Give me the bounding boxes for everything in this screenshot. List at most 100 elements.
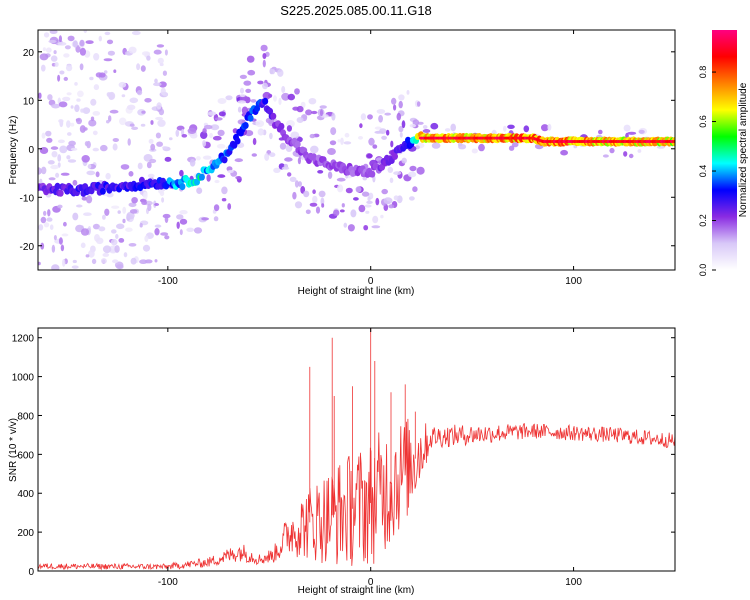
heatmap-cell (45, 130, 52, 137)
heatmap-cell (315, 206, 321, 214)
heatmap-cell (317, 170, 324, 174)
heatmap-cell (43, 210, 47, 216)
heatmap-cell (164, 235, 170, 240)
heatmap-cell (431, 142, 441, 149)
heatmap-cell (51, 103, 60, 109)
heatmap-cell (158, 81, 167, 88)
heatmap-cell (70, 147, 78, 151)
heatmap-cell (379, 128, 387, 135)
heatmap-cell (547, 123, 552, 131)
heatmap-cell (72, 259, 77, 264)
heatmap-cell (303, 190, 310, 198)
heatmap-cell (70, 105, 74, 109)
heatmap-cell (216, 143, 226, 149)
y-tick-label: 600 (17, 450, 34, 461)
heatmap-cell (131, 126, 139, 130)
heatmap-cell (225, 95, 233, 101)
y-tick-label: 10 (23, 96, 35, 107)
heatmap-cell (450, 123, 457, 132)
heatmap-cell (327, 148, 336, 155)
heatmap-cell (142, 244, 151, 252)
heatmap-cell (40, 242, 45, 250)
heatmap-cell (193, 227, 203, 234)
heatmap-cell (99, 187, 106, 195)
heatmap-cell (103, 58, 113, 62)
heatmap-cell (393, 104, 397, 111)
heatmap-cell (81, 155, 90, 163)
heatmap-cell (257, 80, 264, 85)
heatmap-cell (123, 252, 128, 258)
heatmap-cell (217, 98, 227, 104)
heatmap-cell (337, 184, 344, 193)
heatmap-cell (147, 203, 152, 212)
heatmap-cell (179, 218, 188, 225)
heatmap-cell (560, 149, 568, 156)
heatmap-cell (40, 216, 47, 224)
heatmap-cell (58, 35, 63, 43)
heatmap-cell (72, 40, 78, 48)
heatmap-cell (157, 119, 166, 127)
colorbar: 0.0 0.2 0.4 0.6 0.8 Normalized spectral ampl… (698, 30, 749, 276)
heatmap-cell (367, 114, 373, 120)
heatmap-cell (278, 97, 282, 106)
heatmap-cell (366, 153, 373, 159)
heatmap-cell (292, 106, 300, 111)
heatmap-cell (252, 137, 257, 146)
heatmap-cell (247, 69, 256, 76)
heatmap-cell (100, 258, 107, 264)
heatmap-cell (108, 91, 116, 100)
heatmap-cell (310, 145, 319, 154)
heatmap-cell (128, 171, 134, 177)
heatmap-cell (308, 98, 317, 105)
heatmap-cell (239, 93, 246, 98)
heatmap-cell (187, 127, 197, 134)
heatmap-cell (47, 94, 53, 101)
heatmap-cell (57, 154, 62, 162)
heatmap-cell (347, 224, 355, 232)
heatmap-cell (344, 132, 350, 138)
heatmap-cell (341, 203, 345, 208)
heatmap-cell (390, 140, 394, 148)
heatmap-cell (609, 147, 615, 154)
heatmap-cell (159, 190, 165, 196)
heatmap-cell (262, 59, 266, 68)
heatmap-cell (200, 131, 208, 140)
heatmap-cell (281, 166, 290, 170)
heatmap-cell (51, 264, 60, 270)
heatmap-cell (38, 167, 42, 175)
heatmap-cell (375, 197, 380, 206)
heatmap-cell (358, 136, 363, 140)
heatmap-cell (118, 238, 125, 243)
heatmap-cell (76, 117, 82, 125)
heatmap-cell (155, 132, 161, 139)
heatmap-cell (319, 109, 324, 117)
heatmap-cell (262, 97, 269, 105)
heatmap-cell (71, 265, 79, 269)
heatmap-cell (240, 87, 244, 94)
heatmap-cell (372, 144, 378, 149)
heatmap-cell (98, 226, 106, 232)
heatmap-cell (126, 211, 135, 220)
x-tick-label: -100 (158, 577, 178, 588)
heatmap-cell (47, 160, 55, 165)
spectrogram-x-axis-label: Height of straight line (km) (298, 286, 415, 297)
heatmap-cell (350, 209, 357, 218)
heatmap-cell (206, 174, 211, 182)
colorbar-tick-label: 0.6 (698, 115, 708, 128)
heatmap-cell (372, 215, 379, 224)
heatmap-cell (80, 242, 86, 249)
heatmap-cell (58, 237, 63, 245)
heatmap-cell (106, 39, 114, 45)
heatmap-cell (86, 195, 93, 204)
colorbar-tick-label: 0.4 (698, 165, 708, 178)
heatmap-cell (320, 197, 325, 206)
heatmap-cell (257, 128, 265, 136)
snr-series-line (38, 328, 675, 571)
heatmap-cell (179, 183, 186, 191)
heatmap-cell (51, 244, 56, 253)
heatmap-cell (39, 53, 49, 61)
heatmap-cell (374, 126, 382, 130)
heatmap-cell (50, 146, 59, 150)
heatmap-cell (66, 92, 72, 96)
heatmap-cell (58, 101, 68, 108)
